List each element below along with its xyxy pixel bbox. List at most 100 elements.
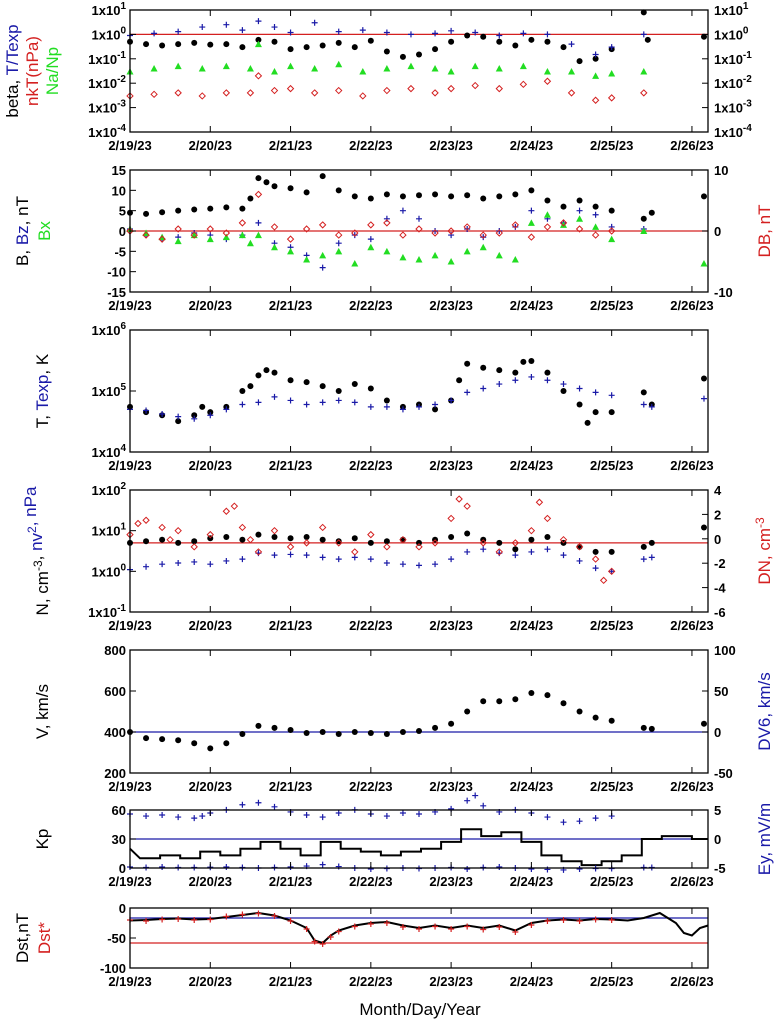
x-tick-label: 2/19/23 [108,618,151,633]
data-point [576,385,583,392]
x-tick-label: 2/25/23 [590,458,633,473]
data-point [576,197,583,204]
data-point [496,32,503,39]
data-point [159,42,166,49]
data-point [544,377,551,384]
data-point [223,21,230,28]
data-point [239,44,246,51]
data-point [302,539,311,547]
y-right-tick-label: 10 [714,163,728,178]
data-point [159,916,166,923]
data-point [496,864,503,871]
data-point [576,58,583,65]
data-point [222,89,231,97]
x-tick-label: 2/22/23 [349,874,392,889]
data-point [576,401,583,408]
y-tick-label: 400 [104,725,126,740]
data-point [415,543,423,551]
data-point [351,548,359,556]
data-point [191,415,198,422]
plot-frame [129,489,709,613]
data-point [560,819,567,826]
data-point [159,812,166,819]
y-tick-label: 1x102 [92,481,127,498]
y-axis-label-right: DN, cm-3 [753,517,774,585]
data-point [247,383,254,390]
data-point [335,231,343,239]
data-point [222,229,231,237]
data-point [174,62,182,70]
data-point [560,917,567,923]
data-point [432,724,439,731]
data-point [287,62,295,70]
data-point [311,938,318,945]
y-right-tick-label: 1x100 [714,25,749,42]
data-point [239,388,246,394]
data-point [327,934,334,940]
data-point [367,243,375,251]
y-tick-label: 1x104 [92,443,127,460]
x-tick-label: 2/24/23 [510,138,553,153]
data-point [592,714,599,721]
y-tick-label: 800 [104,643,126,658]
data-point [319,861,326,868]
data-point [367,921,374,927]
data-point [527,233,536,241]
data-point [496,228,503,234]
data-point [143,210,150,217]
data-point [206,530,214,539]
data-point [700,33,707,40]
y-right-tick-label: 4 [714,483,722,498]
data-point [238,523,247,532]
y-right-tick-label: 1x10-1 [714,50,752,67]
data-point [431,229,439,237]
data-point [644,36,651,43]
data-point [271,393,278,400]
plot-frame [129,329,709,453]
data-point [575,225,584,233]
plot-frame [129,649,709,774]
data-point [335,86,343,95]
data-point [648,539,655,546]
x-tick-label: 2/20/23 [189,138,232,153]
data-point [303,189,310,196]
x-tick-label: 2/22/23 [349,458,392,473]
data-point [464,708,471,715]
data-point [175,560,182,567]
data-point [607,94,616,102]
data-point [159,736,166,743]
data-point [592,51,599,58]
data-point [480,33,487,40]
data-point [543,211,551,218]
data-point [239,536,246,543]
series-dot [127,524,707,555]
data-point [174,237,182,245]
data-point [447,68,455,75]
data-point [608,44,615,51]
x-tick-label: 2/22/23 [349,298,392,313]
series-plus [127,373,707,422]
data-point [335,538,342,545]
data-point [464,32,471,39]
data-point [495,251,503,259]
data-point [560,700,567,707]
data-point [592,72,600,79]
data-point [512,552,519,559]
data-point [150,65,158,72]
data-point [512,42,519,49]
data-point [464,360,471,367]
data-point [519,62,527,70]
data-point [496,193,503,200]
data-point [599,576,608,585]
data-point [520,358,527,365]
data-point [175,207,182,214]
data-point [543,77,552,85]
data-point [383,813,390,820]
x-tick-label: 2/20/23 [189,874,232,889]
data-point [335,556,342,563]
data-point [455,495,463,503]
data-point [576,708,583,715]
data-point [207,41,214,48]
data-point [576,543,583,550]
y-right-tick-label: -5 [714,861,726,876]
